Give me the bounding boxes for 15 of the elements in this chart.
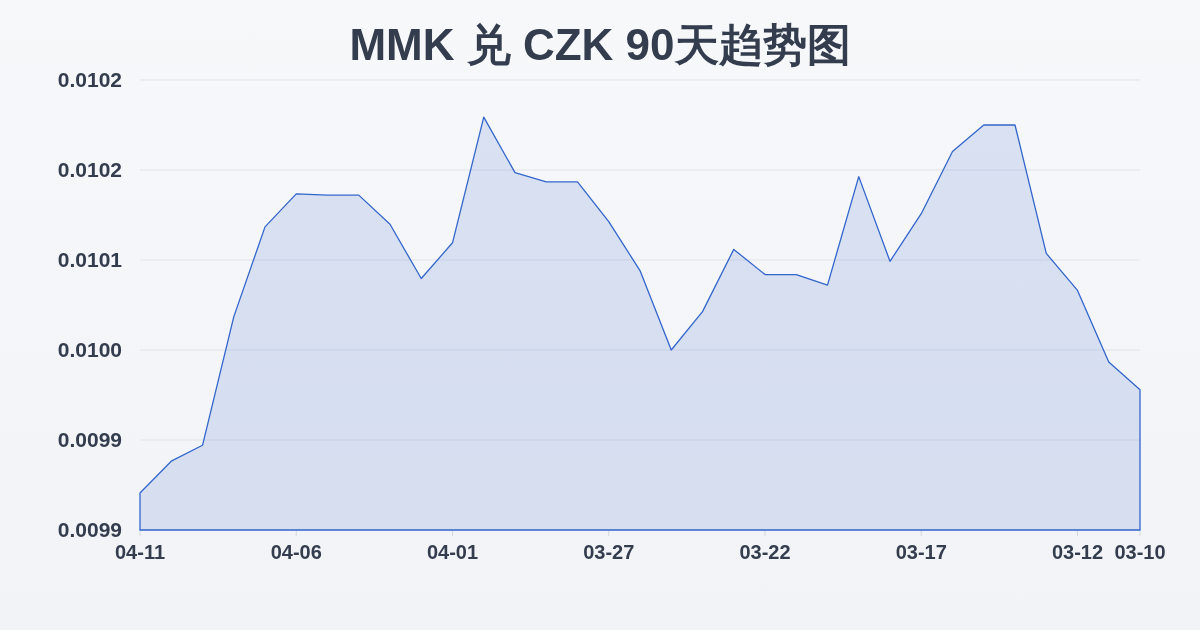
y-tick-label: 0.0100 (57, 338, 122, 361)
x-tick-label: 04-01 (426, 541, 479, 563)
x-tick-label: 04-06 (270, 541, 322, 563)
x-tick-label: 03-17 (895, 541, 947, 563)
y-tick-label: 0.0102 (57, 68, 122, 91)
y-tick-label: 0.0102 (57, 158, 122, 181)
x-tick-label: 03-22 (739, 541, 791, 563)
chart-title: MMK 兑 CZK 90天趋势图 (349, 20, 851, 69)
y-tick-label: 0.0099 (57, 518, 122, 541)
x-tick-label: 04-11 (114, 541, 166, 563)
x-tick-label: 03-27 (583, 541, 635, 563)
x-tick-label: 03-12 (1051, 541, 1104, 563)
y-tick-label: 0.0101 (57, 248, 123, 271)
y-tick-label: 0.0099 (57, 428, 122, 451)
x-tick-label: 03-10 (1114, 541, 1166, 563)
